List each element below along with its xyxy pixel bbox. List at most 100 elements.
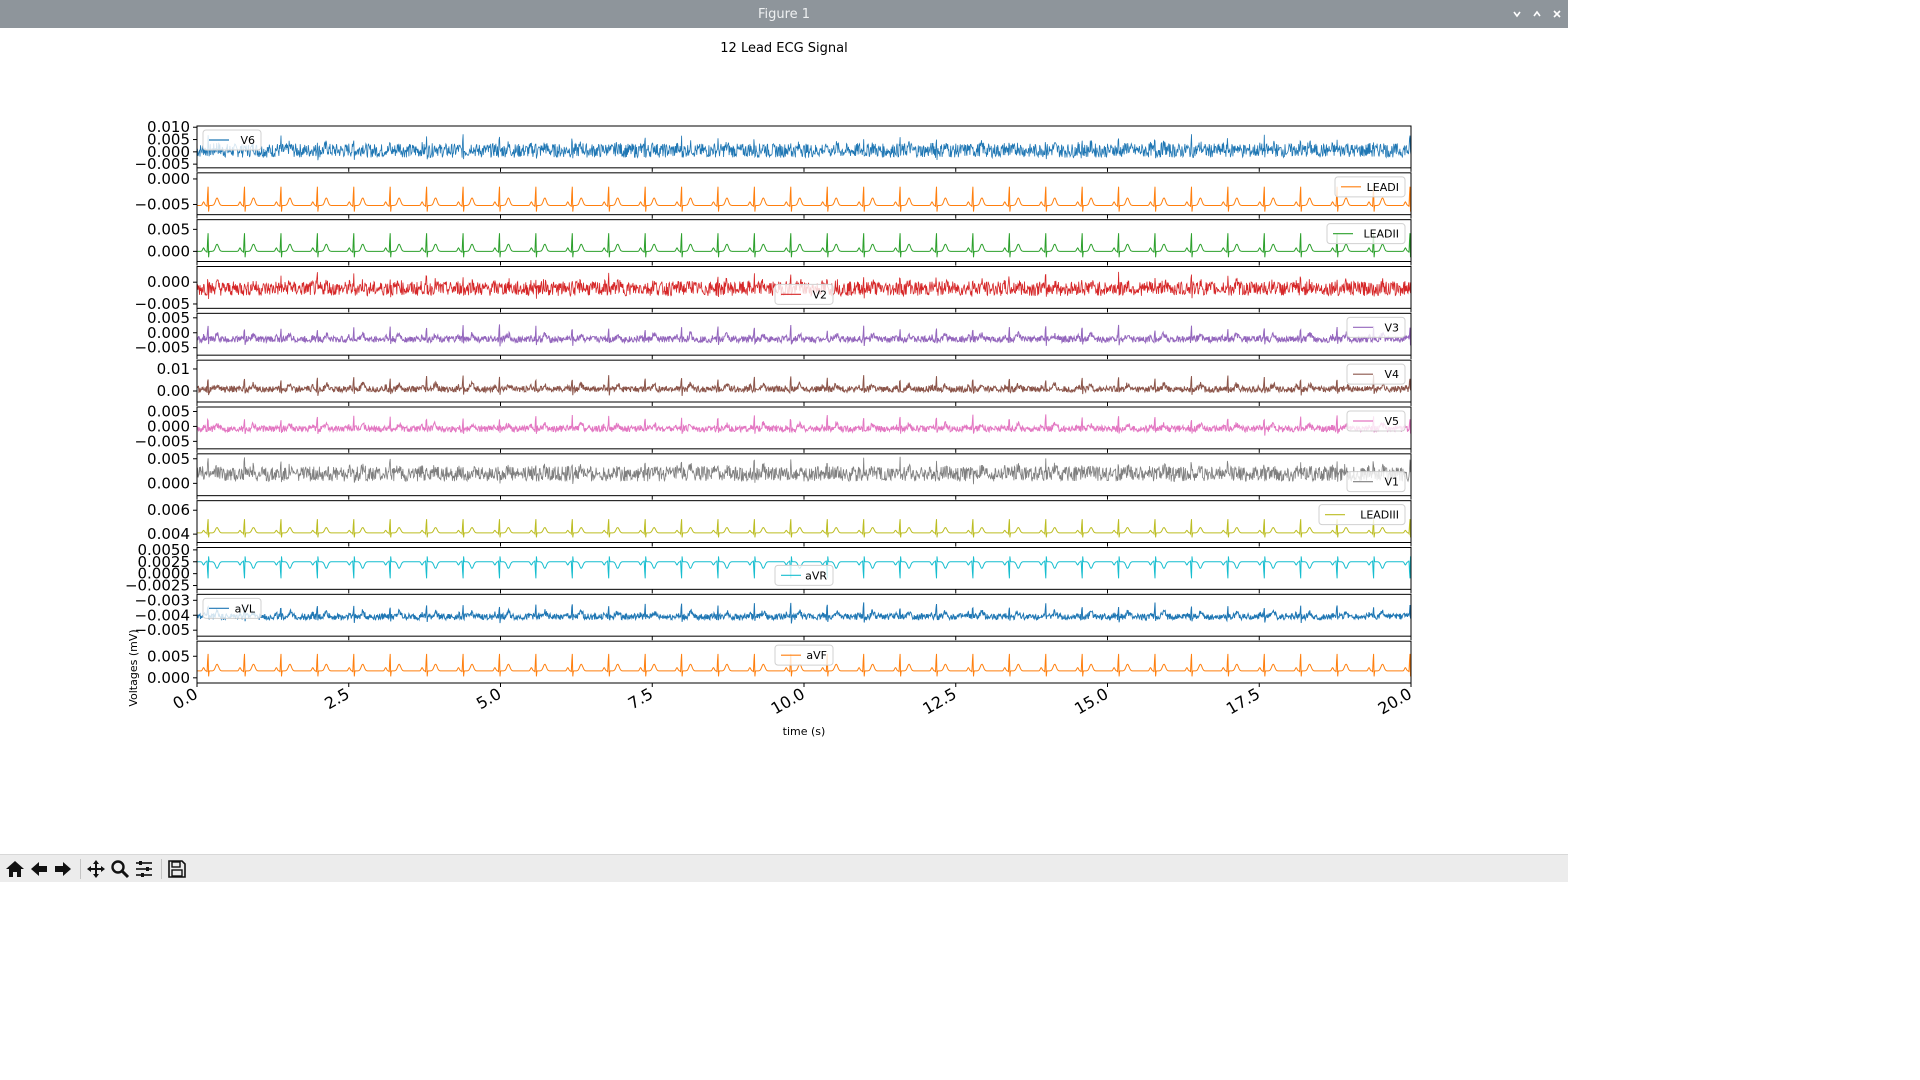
axes-frame <box>196 125 1412 169</box>
series-line-v1 <box>196 456 1412 485</box>
y-tick-label: −0.005 <box>134 155 190 173</box>
series-line-v4 <box>196 375 1412 396</box>
legend-box <box>774 564 834 586</box>
series-line-v5 <box>196 414 1412 436</box>
y-tick-label: 0.005 <box>147 402 190 420</box>
y-tick-label: 0.005 <box>147 647 190 665</box>
series-line-leadii <box>197 233 1412 258</box>
y-tick-label: −0.005 <box>134 621 190 639</box>
series-line-avl <box>196 602 1412 624</box>
legend-box <box>774 283 834 305</box>
y-tick-label: 0.005 <box>147 220 190 238</box>
y-tick-label: −0.005 <box>134 295 190 313</box>
series-line-leadiii <box>197 519 1412 538</box>
legend-v4: V4 <box>1346 363 1406 385</box>
axes-frame <box>196 312 1412 356</box>
y-tick-label: 0.000 <box>147 417 190 435</box>
legend-box <box>202 129 262 151</box>
y-tick-label: 0.0025 <box>138 553 191 571</box>
legend-leadi: LEADI <box>1334 176 1406 198</box>
chevron-up-icon[interactable] <box>1530 7 1544 21</box>
window-titlebar: Figure 1 <box>0 0 1568 28</box>
legend-label: V2 <box>812 288 827 301</box>
x-tick-label: 17.5 <box>1223 684 1263 718</box>
series-line-avf <box>197 653 1412 677</box>
x-axis-label: time (s) <box>783 725 826 738</box>
legend-label: V4 <box>1384 368 1399 381</box>
x-tick-label: 5.0 <box>473 684 505 713</box>
subplot-avl: −0.003−0.004−0.005 aVL <box>134 591 1412 641</box>
toolbar-separator <box>80 858 81 879</box>
y-tick-label: −0.005 <box>134 339 190 357</box>
y-tick-label: 0.010 <box>147 118 190 136</box>
subplot-leadi: 0.000 −0.005 LEADI <box>134 170 1412 219</box>
subplot-v1: 0.005 0.000 V1 <box>147 450 1412 500</box>
legend-label: LEADI <box>1367 181 1399 194</box>
y-tick-label: 0.005 <box>147 450 190 468</box>
y-tick-label: −0.005 <box>134 195 190 213</box>
y-tick-label: 0.0050 <box>138 541 191 559</box>
legend-avl: aVL <box>202 597 262 619</box>
navigation-toolbar <box>0 854 1568 882</box>
close-icon[interactable] <box>1550 7 1564 21</box>
y-axis-label: Voltages (mV) <box>127 629 140 706</box>
legend-label: V1 <box>1384 476 1399 489</box>
y-tick-label: 0.004 <box>147 525 190 543</box>
pan-icon[interactable] <box>85 858 107 880</box>
y-tick-label: 0.000 <box>147 324 190 342</box>
x-tick-label: 7.5 <box>625 684 657 713</box>
y-tick-label: 0.00 <box>157 382 190 400</box>
subplot-v3: 0.0050.000−0.005 V3 <box>134 309 1412 360</box>
y-tick-label: 0.000 <box>147 273 190 291</box>
legend-box <box>1346 471 1406 493</box>
legend-v2: V2 <box>774 283 834 305</box>
configure-subplots-icon[interactable] <box>133 858 155 880</box>
subplot-leadii: 0.005 0.000 LEADII <box>147 219 1412 266</box>
x-tick-label: 2.5 <box>321 684 353 713</box>
y-tick-label: 0.005 <box>147 309 190 327</box>
y-tick-label: 0.000 <box>147 170 190 188</box>
legend-label: aVR <box>805 569 827 582</box>
back-arrow-icon[interactable] <box>28 858 50 880</box>
figure-canvas: 12 Lead ECG Signal 0.010 0.005 0.000 −0.005 V… <box>0 28 1568 854</box>
x-tick-label: 20.0 <box>1375 684 1415 718</box>
legend-box <box>1318 504 1406 526</box>
legend-leadii: LEADII <box>1326 223 1406 245</box>
y-tick-label: 0.01 <box>157 360 190 378</box>
y-tick-label: 0.006 <box>147 501 190 519</box>
axes-frame <box>196 172 1412 216</box>
legend-v6: V6 <box>202 129 262 151</box>
legend-v1: V1 <box>1346 471 1406 493</box>
legend-leadiii: LEADIII <box>1318 504 1406 526</box>
legend-box <box>1326 223 1406 245</box>
series-line-v6 <box>196 134 1412 161</box>
legend-label: V3 <box>1384 321 1399 334</box>
y-tick-label: −0.0025 <box>125 577 190 595</box>
ecg-figure: 12 Lead ECG Signal0.0100.0050.000−0.005V… <box>125 41 1415 738</box>
save-icon[interactable] <box>166 858 188 880</box>
forward-arrow-icon[interactable] <box>52 858 74 880</box>
x-tick-label: 0.0 <box>169 684 201 713</box>
y-tick-label: 0.005 <box>147 131 190 149</box>
subplot-v4: 0.01 0.00 V4 <box>157 359 1412 406</box>
subplot-v5: 0.0050.000−0.005 V5 <box>134 402 1412 453</box>
home-icon[interactable] <box>4 858 26 880</box>
y-tick-label: 0.000 <box>147 474 190 492</box>
y-tick-label: 0.000 <box>147 143 190 161</box>
toolbar-separator <box>161 858 162 879</box>
series-line-avr <box>197 556 1412 579</box>
chart-title: 12 Lead ECG Signal <box>720 41 847 56</box>
legend-box <box>202 597 262 619</box>
y-tick-label: −0.005 <box>134 432 190 450</box>
legend-label: aVL <box>235 602 256 615</box>
legend-box <box>1346 316 1406 338</box>
subplot-avf: 0.005 0.000 aVF <box>147 640 1412 687</box>
legend-label: V5 <box>1384 415 1399 428</box>
zoom-icon[interactable] <box>109 858 131 880</box>
window-title: Figure 1 <box>757 6 811 22</box>
legend-box <box>1346 363 1406 385</box>
series-line-leadi <box>197 186 1412 212</box>
legend-label: aVF <box>806 649 827 662</box>
chevron-down-icon[interactable] <box>1510 7 1524 21</box>
